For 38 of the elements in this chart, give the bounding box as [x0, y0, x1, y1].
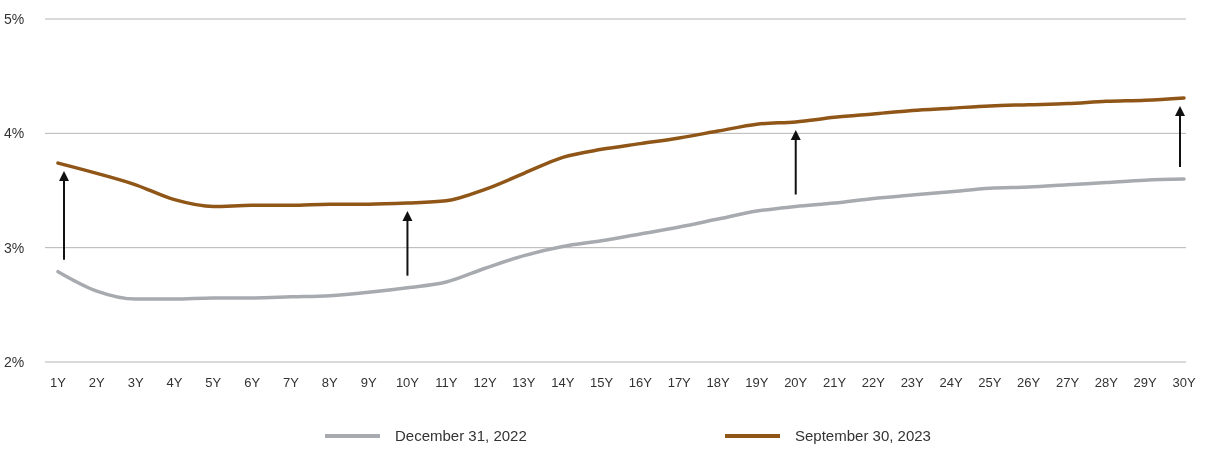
y-tick-label: 4%	[4, 125, 25, 142]
x-tick-label: 20Y	[784, 375, 808, 390]
y-tick-label: 3%	[4, 239, 25, 256]
x-tick-label: 16Y	[628, 375, 653, 390]
x-tick-label: 17Y	[667, 375, 692, 390]
x-tick-label: 8Y	[321, 375, 339, 390]
x-tick-label: 3Y	[127, 375, 144, 390]
legend-label: September 30, 2023	[795, 427, 931, 445]
x-tick-label: 27Y	[1055, 375, 1080, 390]
x-tick-label: 4Y	[166, 375, 183, 390]
x-tick-label: 23Y	[900, 375, 925, 390]
x-tick-label: 10Y	[395, 375, 420, 390]
x-tick-label: 21Y	[822, 375, 847, 390]
x-tick-label: 9Y	[360, 375, 377, 390]
line-series	[56, 177, 1186, 301]
x-tick-label: 6Y	[244, 375, 261, 390]
x-tick-label: 26Y	[1017, 375, 1041, 390]
x-tick-label: 24Y	[939, 375, 963, 390]
line-series	[56, 96, 1186, 209]
x-tick-label: 15Y	[590, 375, 614, 390]
x-tick-label: 30Y	[1172, 375, 1196, 390]
x-tick-label: 5Y	[205, 375, 222, 390]
x-tick-label: 7Y	[283, 375, 300, 390]
x-tick-label: 22Y	[861, 375, 886, 390]
x-tick-label: 12Y	[473, 375, 497, 390]
x-tick-label: 13Y	[512, 375, 536, 390]
x-tick-label: 1Y	[50, 375, 67, 390]
y-tick-label: 5%	[4, 10, 25, 27]
x-tick-label: 11Y	[435, 375, 458, 390]
x-tick-label: 18Y	[706, 375, 730, 390]
x-tick-label: 29Y	[1133, 375, 1158, 390]
x-tick-label: 14Y	[551, 375, 575, 390]
x-tick-label: 19Y	[745, 375, 769, 390]
y-tick-label: 2%	[4, 353, 25, 370]
x-tick-label: 28Y	[1094, 375, 1119, 390]
x-tick-label: 25Y	[978, 375, 1002, 390]
legend-label: December 31, 2022	[395, 427, 527, 445]
x-tick-label: 2Y	[88, 375, 106, 390]
